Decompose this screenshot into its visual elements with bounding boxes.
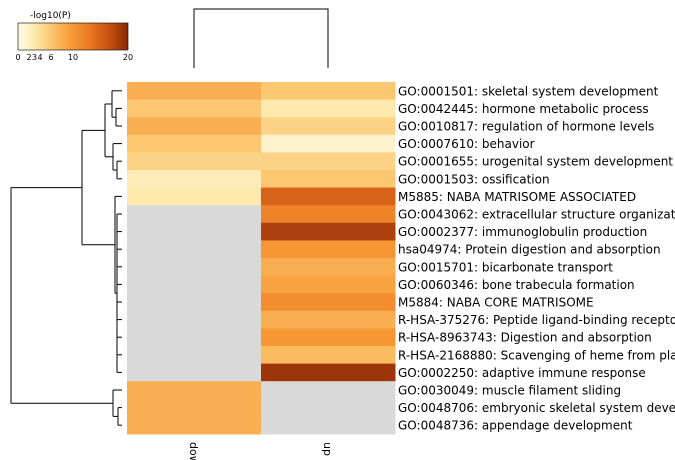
heatmap-cell xyxy=(261,363,396,382)
heatmap-cell xyxy=(261,134,396,153)
heatmap-cells xyxy=(127,82,396,435)
row-label: R-HSA-2168880: Scavenging of heme from p… xyxy=(398,348,675,362)
heatmap-cell xyxy=(127,310,262,329)
row-label: M5884: NABA CORE MATRISOME xyxy=(398,296,594,310)
legend-tick-label: 0 xyxy=(15,53,20,62)
column-dendrogram-branch xyxy=(193,8,329,68)
row-label: GO:0042445: hormone metabolic process xyxy=(398,102,649,116)
heatmap-cell xyxy=(261,346,396,365)
heatmap-cell xyxy=(261,275,396,294)
row-label: GO:0030049: muscle filament sliding xyxy=(398,384,621,398)
heatmap-cell xyxy=(261,416,396,435)
legend-tick-label: 4 xyxy=(37,53,42,62)
legend-tick-label: 10 xyxy=(68,53,78,62)
row-label: hsa04974: Protein digestion and absorpti… xyxy=(398,243,661,257)
row-label: GO:0048736: appendage development xyxy=(398,419,633,433)
row-label: R-HSA-375276: Peptide ligand-binding rec… xyxy=(398,313,675,327)
heatmap-cell xyxy=(261,381,396,400)
row-label: GO:0001501: skeletal system development xyxy=(398,84,659,98)
heatmap-cell xyxy=(261,398,396,417)
row-label: M5885: NABA MATRISOME ASSOCIATED xyxy=(398,190,636,204)
heatmap-cell xyxy=(127,416,262,435)
heatmap-cell xyxy=(261,310,396,329)
legend-title: -log10(P) xyxy=(30,11,71,21)
heatmap-cell xyxy=(127,205,262,224)
heatmap-cell xyxy=(127,99,262,118)
heatmap-cell xyxy=(261,82,396,101)
heatmap-cell xyxy=(127,240,262,259)
heatmap-cell xyxy=(127,381,262,400)
heatmap-cell xyxy=(127,258,262,277)
row-label: GO:0001503: ossification xyxy=(398,172,550,186)
row-label: GO:0002377: immunoglobulin production xyxy=(398,225,647,239)
heatmap-cell xyxy=(261,240,396,259)
heatmap-cell xyxy=(127,134,262,153)
row-dendrogram xyxy=(10,90,122,426)
row-label: GO:0043062: extracellular structure orga… xyxy=(398,208,675,222)
column-labels: down up xyxy=(187,442,334,460)
heatmap-cell xyxy=(127,346,262,365)
row-label: GO:0048706: embryonic skeletal system de… xyxy=(398,401,675,415)
column-label: down xyxy=(187,442,200,460)
color-legend: -log10(P) 0 2 3 4 6 10 20 xyxy=(15,11,133,62)
row-label: GO:0015701: bicarbonate transport xyxy=(398,260,613,274)
heatmap-cell xyxy=(127,187,262,206)
heatmap-cell xyxy=(261,187,396,206)
legend-tick-label: 3 xyxy=(32,53,37,62)
heatmap-cell xyxy=(127,275,262,294)
row-label: GO:0060346: bone trabecula formation xyxy=(398,278,635,292)
heatmap-cell xyxy=(261,258,396,277)
row-label: GO:0010817: regulation of hormone levels xyxy=(398,120,654,134)
row-label: R-HSA-8963743: Digestion and absorption xyxy=(398,331,652,345)
heatmap-cell xyxy=(261,293,396,312)
heatmap-cell xyxy=(127,328,262,347)
heatmap-cell xyxy=(127,82,262,101)
row-label: GO:0007610: behavior xyxy=(398,137,535,151)
heatmap-cell xyxy=(261,328,396,347)
heatmap-cell xyxy=(127,170,262,189)
row-labels: GO:0001501: skeletal system development G… xyxy=(398,84,675,432)
heatmap-cell xyxy=(127,293,262,312)
row-label: GO:0001655: urogenital system developmen… xyxy=(398,155,673,169)
heatmap-cell xyxy=(261,117,396,136)
legend-tick-label: 20 xyxy=(123,53,133,62)
column-label: up xyxy=(321,442,334,456)
legend-tick-label: 6 xyxy=(48,53,53,62)
heatmap-cell xyxy=(261,205,396,224)
heatmap-cell xyxy=(261,99,396,118)
legend-color-bar xyxy=(17,22,129,51)
heatmap-cell xyxy=(127,363,262,382)
heatmap-cell xyxy=(261,222,396,241)
row-label: GO:0002250: adaptive immune response xyxy=(398,366,646,380)
heatmap-cell xyxy=(127,398,262,417)
heatmap-cell xyxy=(127,222,262,241)
heatmap-cell xyxy=(261,170,396,189)
column-dendrogram xyxy=(193,8,329,68)
heatmap-cell xyxy=(127,152,262,171)
heatmap-cell xyxy=(127,117,262,136)
legend-tick-label: 2 xyxy=(26,53,31,62)
heatmap-cell xyxy=(261,152,396,171)
